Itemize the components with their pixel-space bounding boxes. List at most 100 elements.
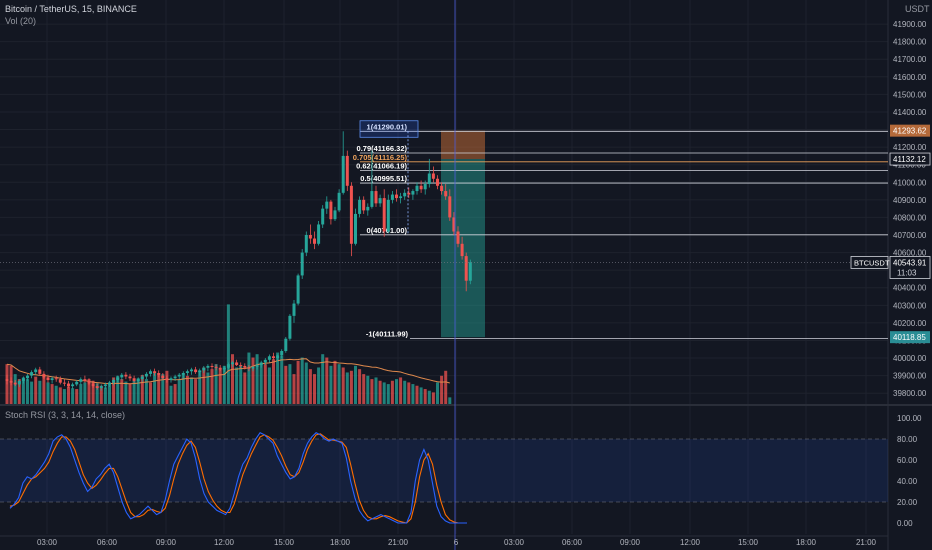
volume-bar — [247, 352, 251, 404]
candle-body — [185, 371, 189, 373]
volume-bar — [218, 369, 222, 404]
stoch-rsi-tick-label: 80.00 — [897, 435, 918, 444]
volume-bar — [390, 380, 394, 404]
symbol-badge — [850, 256, 889, 269]
price-tick-label: 40600.00 — [893, 249, 927, 258]
volume-bar — [58, 387, 62, 404]
candle-body — [354, 213, 357, 244]
price-tick-label: 41400.00 — [893, 108, 927, 117]
candle-body — [419, 185, 423, 190]
candle-body — [288, 315, 292, 339]
candle-body — [263, 359, 267, 363]
volume-bar — [448, 397, 452, 404]
candle-body — [325, 201, 329, 209]
candle-body — [370, 191, 374, 207]
candle-body — [181, 372, 185, 375]
volume-bar — [124, 381, 128, 404]
time-tick-label: 15:00 — [274, 538, 295, 547]
fib-anchor-box — [359, 120, 419, 138]
volume-indicator-label[interactable]: Vol (20) — [5, 16, 37, 26]
volume-bar — [83, 382, 87, 404]
candle-body — [26, 375, 29, 379]
price-tick-label: 41000.00 — [893, 178, 927, 187]
fib-level-label: -1(40111.99) — [366, 329, 409, 338]
candle-body — [423, 184, 427, 190]
symbol-title[interactable]: Bitcoin / TetherUS, 15, BINANCE — [5, 4, 137, 14]
candle-body — [112, 380, 116, 383]
volume-bar — [288, 364, 292, 404]
volume-bar — [210, 369, 214, 404]
candle-body — [83, 379, 87, 381]
candle-body — [231, 362, 234, 365]
candle-body — [456, 231, 460, 244]
candle-body — [276, 355, 280, 359]
volume-bar — [308, 369, 312, 404]
candle-body — [132, 378, 136, 381]
candle-body — [280, 351, 284, 356]
volume-bar — [399, 377, 403, 404]
candle-body — [210, 365, 214, 367]
volume-bar — [296, 360, 300, 404]
candle-body — [136, 379, 140, 381]
candle-body — [67, 383, 70, 387]
time-tick-label: 12:00 — [214, 538, 235, 547]
candle-body — [403, 192, 407, 197]
candle-body — [411, 191, 415, 195]
price-badge — [889, 152, 931, 166]
volume-bar — [333, 360, 337, 404]
fib-level-label: 0.705(41116.25) — [353, 153, 408, 162]
volume-bar — [75, 389, 79, 404]
time-tick-label: 09:00 — [620, 538, 641, 547]
candle-body — [243, 365, 247, 368]
candle-body — [9, 380, 13, 383]
candle-body — [153, 371, 157, 373]
volume-bar — [231, 354, 234, 404]
candle-body — [415, 185, 419, 192]
volume-bar — [362, 374, 366, 404]
volume-bar — [251, 357, 255, 404]
volume-bar — [427, 390, 431, 404]
candle-body — [333, 210, 337, 220]
volume-bar — [34, 376, 38, 404]
candle-body — [321, 208, 325, 225]
candle-body — [226, 364, 230, 368]
volume-bar — [284, 365, 288, 404]
volume-bar — [132, 380, 136, 404]
volume-bar — [67, 386, 70, 404]
candle-body — [468, 262, 472, 281]
volume-bar — [263, 364, 267, 404]
price-tick-label: 41200.00 — [893, 143, 927, 152]
symbol-badge-label: BTCUSDT — [854, 258, 890, 267]
candle-body — [431, 173, 435, 179]
stoch-rsi-tick-label: 0.00 — [897, 519, 913, 528]
volume-bar — [87, 379, 91, 404]
price-badge-label: 41132.12 — [893, 155, 926, 164]
volume-bar — [259, 362, 263, 404]
candle-body — [272, 356, 275, 359]
volume-bar — [71, 388, 75, 404]
fib-level-label: 0.79(41166.32) — [357, 144, 408, 153]
time-tick-label: 15:00 — [738, 538, 759, 547]
candle-body — [71, 384, 75, 387]
candle-body — [222, 367, 226, 370]
candle-body — [103, 384, 107, 387]
current-price-label: 40543.91 — [893, 258, 927, 267]
candle-body — [50, 378, 54, 381]
volume-bar — [239, 365, 243, 404]
volume-bar — [341, 367, 345, 404]
candle-body — [87, 380, 91, 384]
candle-body — [239, 365, 243, 367]
volume-bar — [194, 379, 198, 404]
price-tick-label: 41700.00 — [893, 55, 927, 64]
candle-body — [161, 375, 165, 379]
candle-body — [17, 380, 21, 385]
volume-bar — [165, 370, 169, 404]
volume-bar — [128, 384, 132, 404]
candle-body — [382, 198, 386, 232]
candle-body — [165, 378, 169, 381]
candle-body — [169, 378, 173, 381]
candle-body — [54, 378, 58, 380]
stoch-rsi-label[interactable]: Stoch RSI (3, 3, 14, 14, close) — [5, 410, 126, 420]
volume-bar — [436, 382, 439, 404]
